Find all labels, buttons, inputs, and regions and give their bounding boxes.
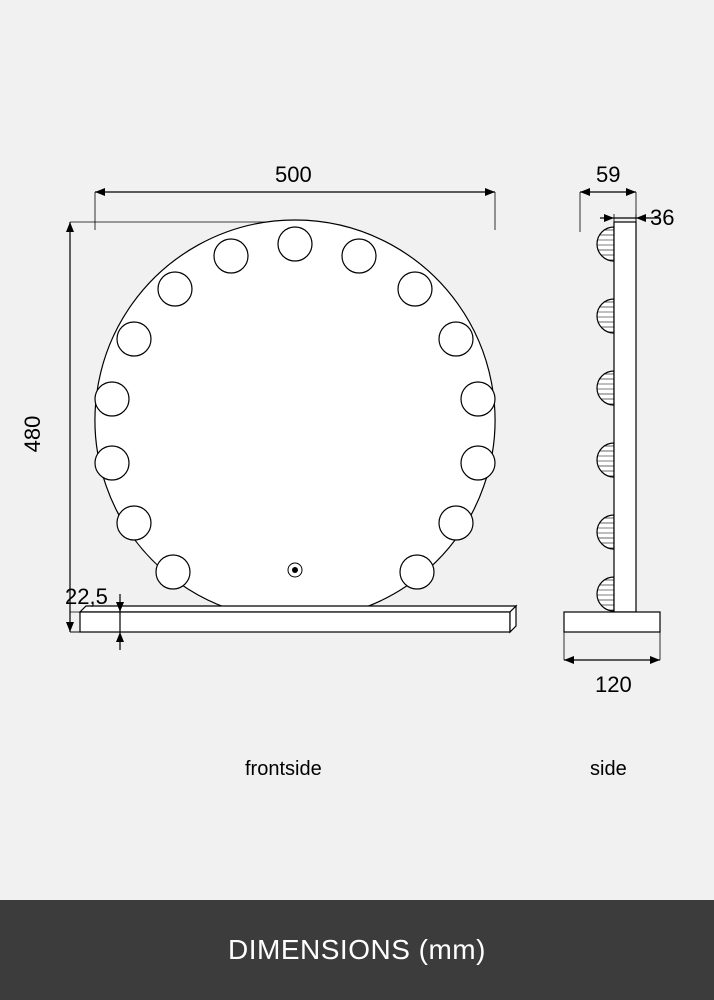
- svg-text:22,5: 22,5: [65, 584, 108, 609]
- svg-text:120: 120: [595, 672, 632, 697]
- svg-text:59: 59: [596, 162, 620, 187]
- svg-text:36: 36: [650, 205, 674, 230]
- svg-text:480: 480: [20, 416, 45, 453]
- front-view-label: frontside: [245, 758, 322, 781]
- title-text: DIMENSIONS (mm): [228, 934, 486, 966]
- title-footer: DIMENSIONS (mm): [0, 900, 714, 1000]
- side-view-label: side: [590, 758, 627, 781]
- svg-text:500: 500: [275, 162, 312, 187]
- drawing-canvas: 500 480 22,5 59 36 120 frontside side: [0, 0, 714, 900]
